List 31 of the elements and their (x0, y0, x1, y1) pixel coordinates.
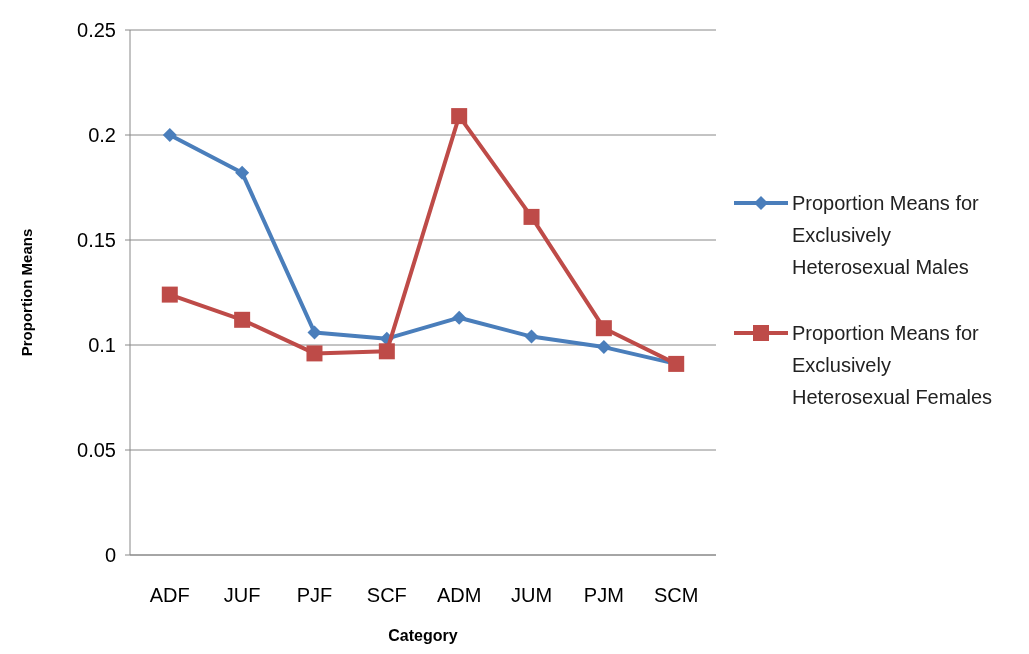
point (161, 286, 178, 303)
x-axis-title: Category (388, 627, 458, 644)
point (234, 311, 251, 328)
legend-label: Proportion Means for Exclusively Heterosexual Females (792, 322, 993, 408)
y-tick-label: 0.15 (77, 229, 116, 251)
y-tick-label: 0 (104, 544, 116, 566)
point (162, 128, 177, 142)
x-tick-label: PJM (583, 584, 624, 606)
point (451, 108, 468, 125)
y-tick-label: 0.2 (88, 124, 116, 146)
point (524, 329, 539, 344)
x-tick-label: JUM (510, 584, 553, 606)
x-tick-label: ADM (436, 584, 482, 606)
point (596, 340, 611, 355)
x-tick-label: PJF (296, 584, 333, 606)
point (235, 165, 250, 180)
x-tick-label: JUF (223, 584, 261, 606)
point (378, 343, 395, 360)
y-tick-label: 0.05 (77, 439, 116, 461)
x-tick-label: ADF (149, 584, 190, 606)
point (306, 345, 323, 362)
y-tick-label: 0.1 (88, 334, 116, 356)
point (523, 208, 540, 225)
legend-label: Proportion Means for Exclusively Heterosexual Males (792, 192, 980, 278)
point (307, 325, 322, 340)
x-tick-label: SCM (653, 584, 699, 606)
point (595, 320, 612, 337)
point (452, 310, 467, 325)
y-axis-title: Proportion Means (18, 228, 35, 357)
y-tick-label: 0.25 (77, 19, 116, 41)
x-tick-label: SCF (366, 584, 407, 606)
